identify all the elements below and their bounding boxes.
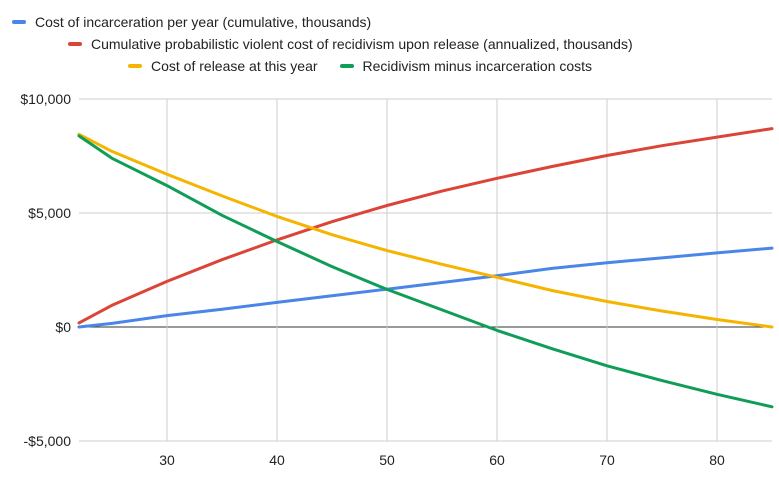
legend-item-incarceration: Cost of incarceration per year (cumulati…	[12, 14, 371, 30]
legend-row-2: Cumulative probabilistic violent cost of…	[68, 36, 633, 52]
legend-row-3: Cost of release at this year Recidivism …	[128, 58, 592, 74]
series-line-4	[77, 134, 774, 409]
legend-item-net-cost: Recidivism minus incarceration costs	[339, 58, 593, 74]
x-tick-label: 50	[379, 452, 395, 468]
x-tick-label: 60	[489, 452, 505, 468]
x-tick-label: 70	[599, 452, 615, 468]
series-line-3	[77, 132, 774, 329]
legend-swatch-release-cost	[128, 64, 142, 68]
y-tick-label: -$5,000	[24, 433, 72, 449]
y-tick-label: $0	[55, 319, 71, 335]
series-line-2	[77, 127, 774, 325]
legend-swatch-incarceration	[12, 20, 26, 24]
x-tick-label: 30	[159, 452, 175, 468]
legend-label-recidivism-cost: Cumulative probabilistic violent cost of…	[91, 36, 633, 52]
legend-label-net-cost: Recidivism minus incarceration costs	[362, 58, 593, 74]
legend-item-recidivism-cost: Cumulative probabilistic violent cost of…	[68, 36, 633, 52]
x-tick-label: 40	[269, 452, 285, 468]
series-line-1	[77, 246, 774, 329]
legend-row-1: Cost of incarceration per year (cumulati…	[12, 14, 371, 30]
legend-swatch-recidivism-cost	[68, 42, 82, 46]
x-tick-label: 80	[709, 452, 725, 468]
y-tick-label: $5,000	[28, 205, 71, 221]
y-tick-label: $10,000	[20, 91, 71, 107]
legend-label-incarceration: Cost of incarceration per year (cumulati…	[35, 14, 372, 30]
legend-swatch-net-cost	[339, 64, 354, 68]
legend-label-release-cost: Cost of release at this year	[151, 58, 318, 74]
legend-item-release-cost: Cost of release at this year	[128, 58, 318, 74]
